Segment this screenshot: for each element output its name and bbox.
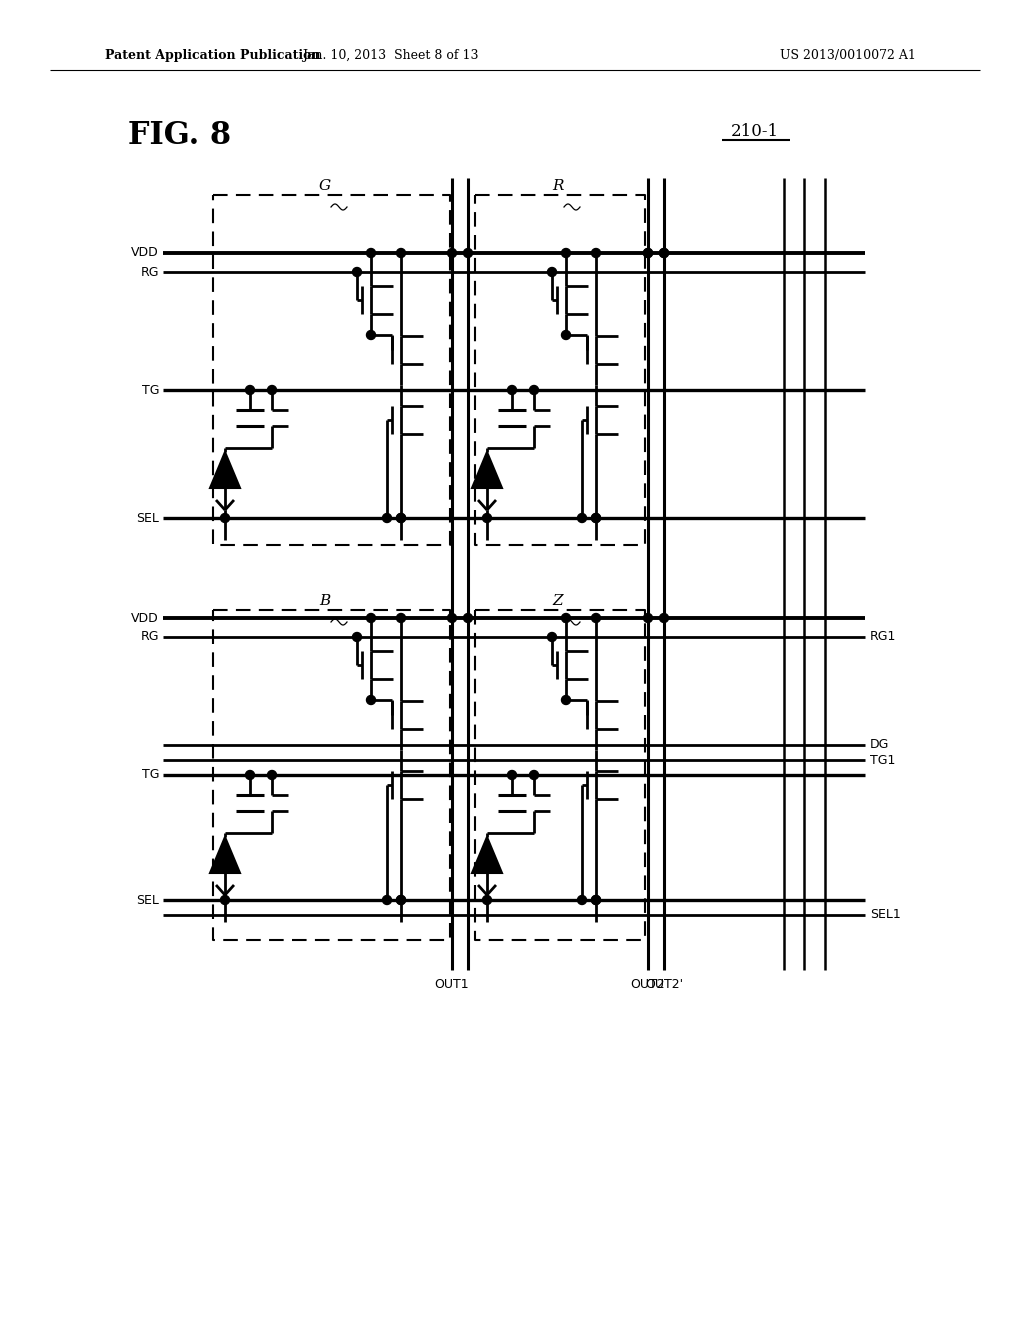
Circle shape (267, 385, 276, 395)
Text: Patent Application Publication: Patent Application Publication (105, 49, 321, 62)
Text: RG: RG (140, 631, 159, 644)
Circle shape (592, 513, 600, 523)
Text: VDD: VDD (131, 247, 159, 260)
Text: B: B (319, 594, 331, 609)
Polygon shape (472, 451, 502, 488)
Circle shape (643, 248, 652, 257)
Circle shape (508, 385, 516, 395)
Polygon shape (210, 451, 240, 488)
Circle shape (578, 513, 587, 523)
Text: TG: TG (141, 768, 159, 781)
Text: Z: Z (553, 594, 563, 609)
Text: TG: TG (141, 384, 159, 396)
Circle shape (383, 513, 391, 523)
Text: US 2013/0010072 A1: US 2013/0010072 A1 (780, 49, 915, 62)
Circle shape (396, 895, 406, 904)
Text: OUT2: OUT2 (631, 978, 666, 991)
Polygon shape (210, 837, 240, 873)
Circle shape (578, 895, 587, 904)
Circle shape (592, 614, 600, 623)
Text: FIG. 8: FIG. 8 (128, 120, 231, 150)
Circle shape (447, 248, 457, 257)
Circle shape (548, 268, 556, 276)
Circle shape (367, 696, 376, 705)
Circle shape (464, 614, 472, 623)
Text: RG1: RG1 (870, 631, 896, 644)
Circle shape (561, 248, 570, 257)
Text: 210-1: 210-1 (731, 124, 779, 140)
Text: TG1: TG1 (870, 754, 895, 767)
Circle shape (643, 248, 652, 257)
Text: SEL: SEL (136, 511, 159, 524)
Circle shape (367, 614, 376, 623)
Circle shape (529, 385, 539, 395)
Circle shape (396, 513, 406, 523)
Circle shape (396, 513, 406, 523)
Text: VDD: VDD (131, 611, 159, 624)
Text: SEL1: SEL1 (870, 908, 901, 921)
Circle shape (659, 248, 669, 257)
Circle shape (659, 248, 669, 257)
Circle shape (367, 330, 376, 339)
Circle shape (659, 614, 669, 623)
Circle shape (508, 771, 516, 780)
Circle shape (482, 513, 492, 523)
Circle shape (592, 895, 600, 904)
Circle shape (592, 895, 600, 904)
Text: DG: DG (870, 738, 890, 751)
Circle shape (396, 614, 406, 623)
Circle shape (396, 248, 406, 257)
Circle shape (352, 268, 361, 276)
Circle shape (246, 385, 255, 395)
Circle shape (592, 248, 600, 257)
Circle shape (482, 895, 492, 904)
Circle shape (220, 513, 229, 523)
Circle shape (383, 895, 391, 904)
Text: R: R (552, 180, 564, 193)
Circle shape (548, 632, 556, 642)
Text: RG: RG (140, 265, 159, 279)
Circle shape (396, 895, 406, 904)
Text: OUT1: OUT1 (434, 978, 469, 991)
Circle shape (447, 614, 457, 623)
Circle shape (592, 513, 600, 523)
Circle shape (220, 895, 229, 904)
Circle shape (367, 248, 376, 257)
Circle shape (561, 614, 570, 623)
Polygon shape (472, 837, 502, 873)
Text: SEL: SEL (136, 894, 159, 907)
Circle shape (464, 248, 472, 257)
Circle shape (561, 330, 570, 339)
Circle shape (267, 771, 276, 780)
Circle shape (529, 771, 539, 780)
Circle shape (643, 614, 652, 623)
Circle shape (561, 696, 570, 705)
Text: Jan. 10, 2013  Sheet 8 of 13: Jan. 10, 2013 Sheet 8 of 13 (302, 49, 478, 62)
Text: OUT2': OUT2' (645, 978, 683, 991)
Text: G: G (318, 180, 331, 193)
Circle shape (352, 632, 361, 642)
Circle shape (246, 771, 255, 780)
